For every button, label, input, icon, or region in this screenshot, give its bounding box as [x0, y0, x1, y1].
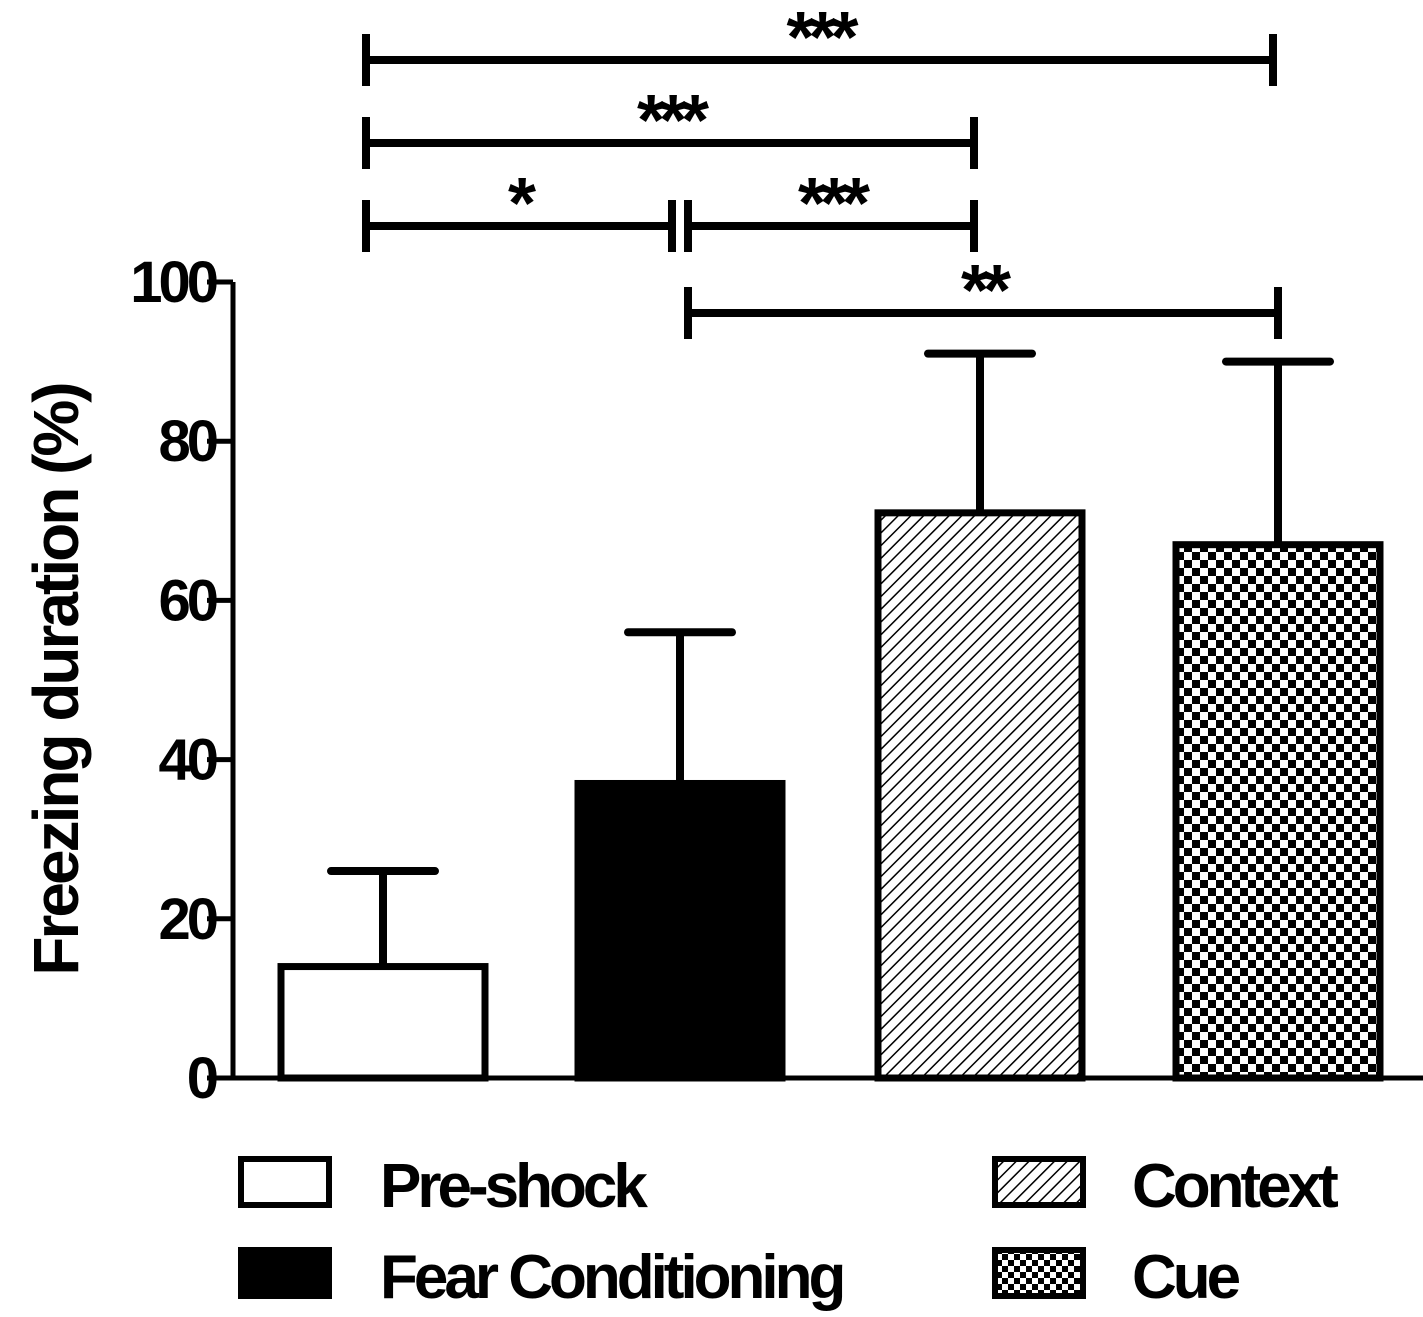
- legend-swatch-pre-shock: [238, 1156, 332, 1208]
- y-axis-label: Freezing duration (%): [20, 384, 92, 976]
- bar-cue: [1172, 541, 1384, 1082]
- y-tick-label: 60: [158, 568, 216, 633]
- y-tick-label: 80: [158, 409, 216, 474]
- legend-label-fear-conditioning: Fear Conditioning: [380, 1243, 843, 1312]
- legend-swatch-context: [992, 1156, 1086, 1208]
- bar-context: [874, 509, 1086, 1082]
- y-tick-label: 40: [158, 728, 216, 793]
- legend-swatch-fear-conditioning: [238, 1247, 332, 1299]
- y-tick-label: 0: [187, 1046, 217, 1111]
- legend-swatch-cue: [992, 1247, 1086, 1299]
- significance-label: ***: [786, 0, 858, 78]
- legend-label-cue: Cue: [1132, 1243, 1240, 1312]
- significance-label: **: [961, 251, 1011, 331]
- y-tick-label: 20: [158, 887, 216, 952]
- significance-label: *: [508, 164, 536, 244]
- significance-label: ***: [798, 164, 870, 244]
- bar-pre-shock: [277, 963, 489, 1082]
- legend-label-pre-shock: Pre-shock: [380, 1152, 648, 1221]
- bars: [277, 509, 1384, 1082]
- bar-fear-conditioning: [574, 779, 786, 1082]
- error-bars: [327, 349, 1334, 967]
- legend-label-context: Context: [1132, 1152, 1338, 1221]
- significance-brackets: ******* *****: [362, 0, 1282, 339]
- significance-label: ***: [637, 81, 709, 161]
- legend: Pre-shock Context Fear Conditioning Cue: [238, 1152, 1342, 1312]
- y-tick-label: 100: [130, 250, 217, 315]
